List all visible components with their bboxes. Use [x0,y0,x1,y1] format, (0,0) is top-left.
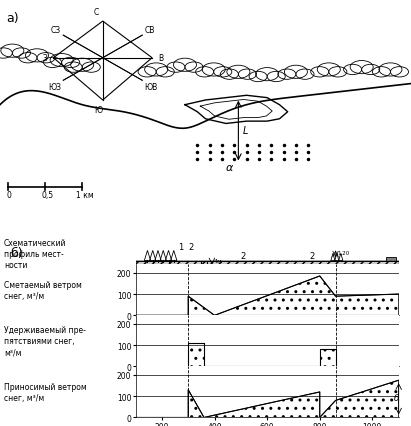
Text: а): а) [6,12,19,25]
Text: Удерживаемый пре-
пятствиями снег,
м³/м: Удерживаемый пре- пятствиями снег, м³/м [4,325,86,357]
Text: СЗ: СЗ [51,26,61,35]
Text: б: б [393,394,399,403]
Text: ЮВ: ЮВ [145,83,158,92]
Text: Приносимый ветром
снег, м³/м: Приносимый ветром снег, м³/м [4,382,87,402]
Text: L: L [242,126,248,135]
Text: Ю: Ю [95,105,103,115]
Text: Схематический
профиль мест-
ности: Схематический профиль мест- ности [4,238,67,269]
Text: б): б) [10,246,23,259]
Text: З: З [42,54,47,63]
Text: 1 км: 1 км [76,191,94,200]
Text: 1: 1 [178,242,183,251]
Text: СВ: СВ [145,26,155,35]
Bar [386,257,396,261]
Text: 2: 2 [188,242,194,251]
Text: 2: 2 [241,252,246,261]
Text: 2: 2 [309,252,314,261]
Text: В: В [158,54,163,63]
Text: 0: 0 [6,191,11,200]
Text: ЮЗ: ЮЗ [48,83,61,92]
Text: 4м: 4м [213,259,222,263]
Text: С: С [94,9,99,17]
Text: 1,20: 1,20 [337,250,349,256]
Text: α: α [226,163,233,173]
Text: Сметаемый ветром
снег, м³/м: Сметаемый ветром снег, м³/м [4,280,82,300]
Text: 0,5: 0,5 [41,191,53,200]
